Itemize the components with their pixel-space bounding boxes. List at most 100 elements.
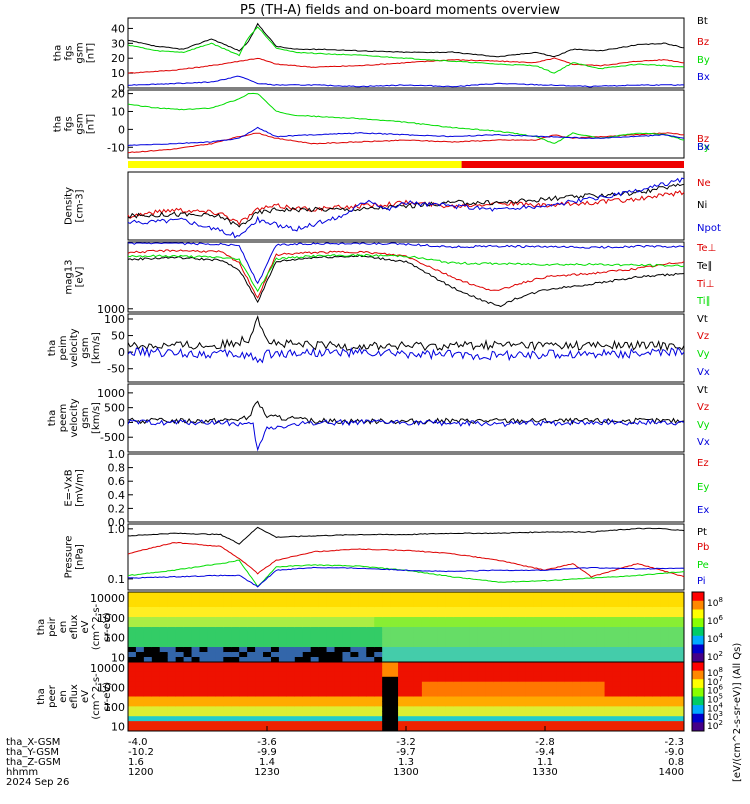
spectrogram-cell <box>263 676 272 683</box>
spectrogram-cell <box>366 637 375 643</box>
colorbar-step <box>692 653 704 663</box>
spectrogram-cell <box>143 637 153 643</box>
spectrogram-cell <box>374 642 383 648</box>
spectrogram-cell <box>612 701 621 707</box>
spectrogram-cell <box>342 627 351 633</box>
spectrogram-cell <box>445 686 455 693</box>
spectrogram-cell <box>334 726 343 732</box>
spectrogram-cell <box>533 666 542 673</box>
spectrogram-cell <box>270 637 280 643</box>
spectrogram-cell <box>453 721 463 727</box>
spectrogram-cell <box>477 617 486 623</box>
spectrogram-cell <box>255 592 264 598</box>
spectrogram-cell <box>628 602 637 608</box>
spectrogram-cell <box>509 726 518 732</box>
spectrogram-cell <box>382 706 391 712</box>
spectrogram-cell <box>191 686 200 693</box>
spectrogram-cell <box>541 721 550 727</box>
panel-ylabel: thapeerenefluxeV(cm^2-s-sr-eV) <box>36 673 113 720</box>
ylabel-line: [cm-3] <box>75 189 86 222</box>
spectrogram-cell <box>628 622 637 628</box>
spectrogram-cell <box>429 607 439 613</box>
spectrogram-cell <box>278 716 288 722</box>
spectrogram-cell <box>413 711 423 717</box>
spectrogram-cell <box>159 671 169 678</box>
spectrogram-cell <box>548 637 558 643</box>
spectrogram-cell <box>485 701 494 707</box>
spectrogram-cell <box>318 597 328 603</box>
spectrogram-cell <box>652 602 661 608</box>
spectrogram-cell <box>191 711 200 717</box>
spectrogram-cell <box>294 681 304 688</box>
spectrogram-cell <box>215 597 224 603</box>
spectrogram-cell <box>676 726 685 732</box>
spectrogram-cell <box>247 701 256 707</box>
spectrogram-cell <box>453 671 463 678</box>
spectrogram-cell <box>533 716 542 722</box>
spectrogram-cell <box>453 632 463 638</box>
spectrogram-cell <box>215 637 224 643</box>
spectrogram-cell <box>151 726 161 732</box>
spectrogram-cell <box>302 681 312 688</box>
spectrogram-cell <box>374 597 383 603</box>
spectrogram-cell <box>525 691 534 697</box>
spectrogram-cell <box>255 607 264 613</box>
spectrogram-cell <box>541 632 550 638</box>
spectrogram-cell <box>159 726 169 732</box>
spectrogram-cell <box>533 681 542 688</box>
spectrogram-cell <box>143 612 153 618</box>
spectrogram-cell <box>533 647 542 653</box>
spectrogram-cell <box>175 602 185 608</box>
spectrogram-cell <box>596 676 606 683</box>
spectrogram-cell <box>318 701 328 707</box>
spectrogram-cell <box>660 696 669 702</box>
spectrogram-cell <box>318 632 328 638</box>
spectrogram-cell <box>398 657 407 663</box>
spectrogram-cell <box>358 721 367 727</box>
spectrogram-cell <box>429 696 439 702</box>
spectrogram-cell <box>541 602 550 608</box>
spectrogram-cell <box>413 602 423 608</box>
spectrogram-cell <box>342 602 351 608</box>
spectrogram-cell <box>429 676 439 683</box>
spectrogram-cell <box>350 671 359 678</box>
spectrogram-cell <box>358 597 367 603</box>
spectrogram-cell <box>556 666 566 673</box>
spectrogram-cell <box>461 652 471 658</box>
ytick-label: -50 <box>107 363 125 376</box>
spectrogram-cell <box>398 716 407 722</box>
spectrogram-cell <box>668 691 677 697</box>
spectrogram-cell <box>525 666 534 673</box>
spectrogram-cell <box>183 612 193 618</box>
spectrogram-cell <box>270 671 280 678</box>
spectrogram-cell <box>263 657 272 663</box>
spectrogram-cell <box>548 597 558 603</box>
spectrogram-cell <box>191 726 200 732</box>
spectrogram-cell <box>429 647 439 653</box>
spectrogram-cell <box>207 647 216 653</box>
spectrogram-cell <box>445 652 455 658</box>
spectrogram-cell <box>437 637 447 643</box>
spectrogram-cell <box>318 647 328 653</box>
spectrogram-cell <box>263 637 272 643</box>
spectrogram-cell <box>437 711 447 717</box>
spectrogram-cell <box>660 592 669 598</box>
spectrogram-cell <box>572 706 582 712</box>
spectrogram-cell <box>231 686 240 693</box>
spectrogram-cell <box>509 647 518 653</box>
spectrogram-cell <box>596 671 606 678</box>
colorbar-tick-exp: 3 <box>718 710 722 718</box>
ylabel-line: eV <box>80 690 91 703</box>
colorbar-tick-exp: 2 <box>718 650 722 658</box>
spectrogram-cell <box>612 607 621 613</box>
spectrogram-cell <box>588 642 598 648</box>
xtick-label: 1400 <box>659 767 684 778</box>
spectrogram-cell <box>469 666 478 673</box>
spectrogram-cell <box>644 716 653 722</box>
spectrogram-cell <box>652 666 661 673</box>
spectrogram-cell <box>175 666 185 673</box>
spectrogram-cell <box>390 642 399 648</box>
